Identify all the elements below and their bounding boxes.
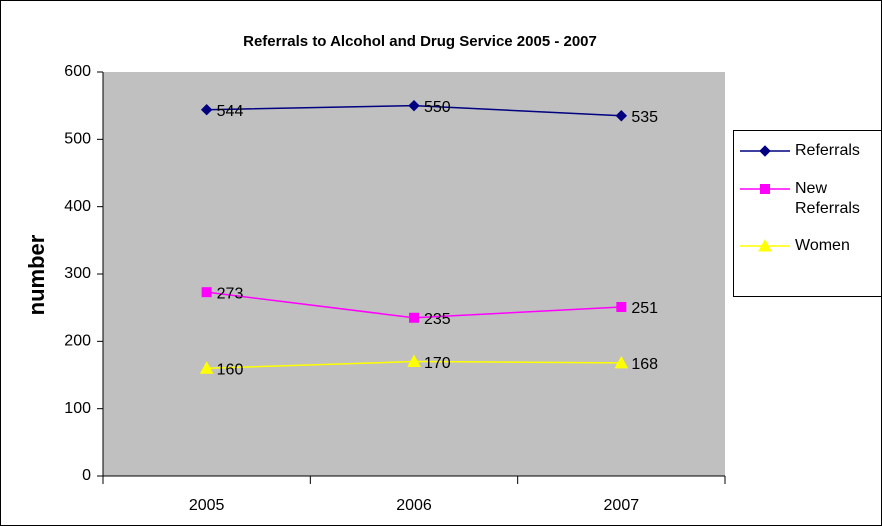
y-tick-label: 600: [64, 63, 91, 80]
data-label: 251: [631, 300, 658, 317]
legend-marker: [760, 184, 770, 194]
data-label: 160: [217, 361, 244, 378]
data-label: 168: [631, 356, 658, 373]
x-tick-label: 2006: [396, 497, 432, 514]
y-tick-label: 100: [64, 400, 91, 417]
y-axis-label: number: [24, 234, 49, 315]
legend-box: [733, 130, 882, 297]
data-label: 544: [217, 103, 244, 120]
data-point: [199, 361, 214, 374]
data-point: [615, 110, 628, 122]
data-point: [409, 312, 419, 323]
data-point: [408, 99, 420, 112]
data-point: [407, 354, 421, 368]
data-point: [614, 355, 629, 369]
x-tick-label: 2007: [604, 497, 640, 514]
y-tick-label: 200: [64, 333, 91, 350]
data-point: [616, 301, 627, 312]
legend-marker: [758, 238, 772, 252]
data-point: [201, 287, 212, 298]
data-label: 235: [424, 311, 451, 328]
legend-label: Women: [795, 237, 850, 254]
x-tick-label: 2005: [189, 497, 225, 514]
data-label: 535: [631, 109, 658, 126]
data-label: 550: [424, 99, 451, 116]
chart-title: Referrals to Alcohol and Drug Service 20…: [243, 33, 597, 50]
legend-label: Referrals: [795, 142, 860, 159]
data-label: 170: [424, 355, 451, 372]
y-tick-label: 0: [82, 467, 91, 484]
data-label: 273: [217, 285, 244, 302]
y-tick-label: 400: [64, 198, 91, 215]
legend-label: New Referrals: [795, 180, 860, 217]
y-tick-label: 300: [64, 265, 91, 282]
legend-marker: [759, 145, 771, 157]
plot-area: [103, 72, 725, 476]
data-point: [200, 103, 213, 116]
y-tick-label: 500: [64, 131, 91, 148]
